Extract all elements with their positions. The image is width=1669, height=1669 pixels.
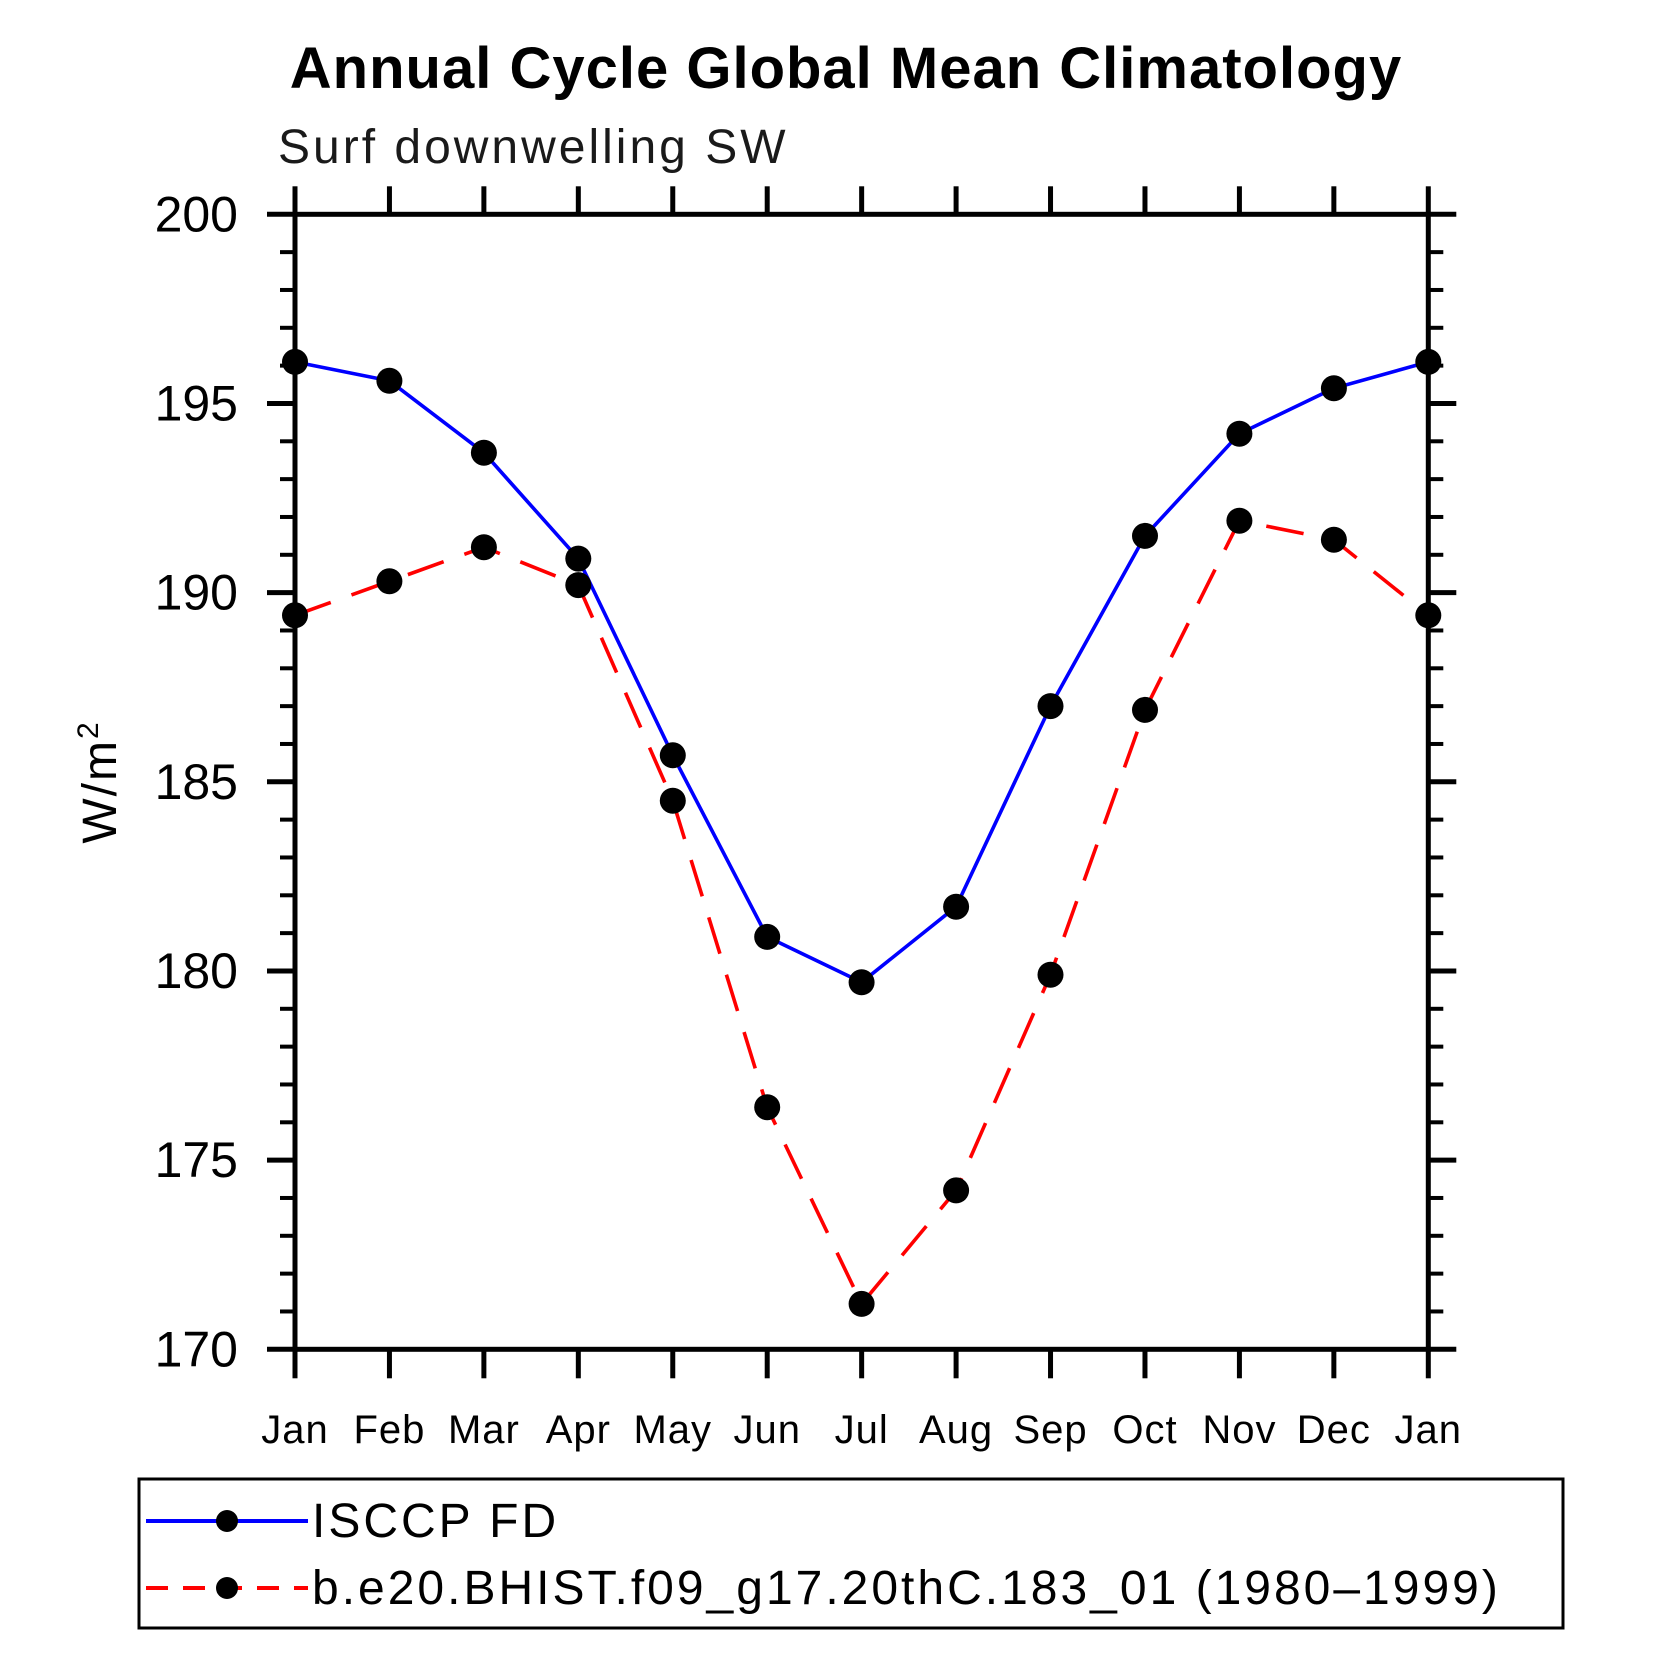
- plot-area: 170 175 180 185 190 195 200 Jan Feb Mar Apr May Jun J…: [155, 186, 1463, 1452]
- data-point-marker-series-0: [659, 742, 686, 769]
- data-point-marker-series-0: [1320, 375, 1347, 402]
- legend-label-isccp: ISCCP FD: [312, 1495, 559, 1548]
- y-tick-label: 200: [155, 186, 238, 242]
- series-line-1: [294, 518, 1430, 1306]
- x-tick-label: Nov: [1202, 1408, 1276, 1452]
- x-tick-label: Jan: [1395, 1408, 1463, 1452]
- data-point-marker-series-0: [470, 439, 497, 466]
- y-tick-label: 170: [155, 1321, 238, 1377]
- y-tick-label: 190: [155, 565, 238, 621]
- x-tick-label: Dec: [1297, 1408, 1371, 1452]
- data-point-marker-series-1: [1226, 507, 1253, 534]
- x-tick-label: Feb: [353, 1408, 425, 1452]
- legend-marker-circle: [216, 1577, 238, 1599]
- data-point-marker-series-1: [1320, 526, 1347, 553]
- y-axis-label: W/m2: [72, 720, 127, 843]
- x-tick-label: Jul: [835, 1408, 889, 1452]
- x-tick-label: Aug: [919, 1408, 993, 1452]
- data-point-marker-series-1: [1415, 602, 1442, 629]
- y-axis-label-exponent: 2: [72, 720, 105, 739]
- legend-label-model: b.e20.BHIST.f09_g17.20thC.183_01 (1980–1…: [312, 1562, 1501, 1615]
- data-point-marker-series-0: [376, 367, 403, 394]
- data-point-marker-series-1: [565, 572, 592, 599]
- data-point-marker-series-0: [754, 923, 781, 950]
- y-tick-label: 180: [155, 943, 238, 999]
- data-point-marker-series-0: [282, 348, 308, 375]
- data-point-marker-series-0: [1415, 348, 1442, 375]
- legend-marker-circle: [216, 1510, 238, 1532]
- data-point-marker-series-0: [848, 969, 875, 996]
- legend-item-model: b.e20.BHIST.f09_g17.20thC.183_01 (1980–1…: [146, 1562, 1501, 1615]
- x-tick-label: Jan: [261, 1408, 329, 1452]
- data-point-marker-series-1: [943, 1177, 970, 1204]
- data-point-marker-series-1: [282, 602, 308, 629]
- data-point-marker-series-0: [1037, 693, 1064, 720]
- legend-item-isccp: ISCCP FD: [146, 1495, 559, 1548]
- data-point-marker-series-0: [943, 893, 970, 920]
- chart-title: Annual Cycle Global Mean Climatology: [290, 36, 1402, 101]
- data-point-marker-series-0: [565, 545, 592, 572]
- data-point-marker-series-1: [470, 534, 497, 561]
- y-tick-label: 185: [155, 754, 238, 810]
- x-tick-label: Apr: [546, 1408, 611, 1452]
- x-tick-label: Sep: [1013, 1408, 1087, 1452]
- data-point-marker-series-1: [1132, 696, 1158, 723]
- series-line-0: [294, 360, 1429, 985]
- chart-subtitle: Surf downwelling SW: [278, 121, 789, 174]
- data-point-marker-series-1: [376, 568, 403, 595]
- x-tick-label: Mar: [448, 1408, 520, 1452]
- data-point-marker-series-1: [659, 787, 686, 814]
- y-axis-label-base: W/m: [74, 739, 127, 844]
- y-tick-label: 195: [155, 375, 238, 431]
- legend-box: [137, 1477, 1565, 1630]
- y-tick-label: 175: [155, 1132, 238, 1188]
- data-point-marker-series-0: [1132, 522, 1158, 549]
- data-point-marker-series-1: [848, 1290, 875, 1317]
- data-point-marker-series-0: [1226, 420, 1253, 447]
- axis-box: [292, 211, 1431, 1352]
- data-point-marker-series-1: [1037, 961, 1064, 988]
- legend: ISCCP FD b.e20.BHIST.f09_g17.20thC.183_0…: [137, 1477, 1565, 1630]
- data-point-marker-series-1: [754, 1094, 781, 1121]
- x-tick-label: Jun: [733, 1408, 801, 1452]
- x-tick-label: May: [633, 1408, 712, 1452]
- x-tick-label: Oct: [1112, 1408, 1177, 1452]
